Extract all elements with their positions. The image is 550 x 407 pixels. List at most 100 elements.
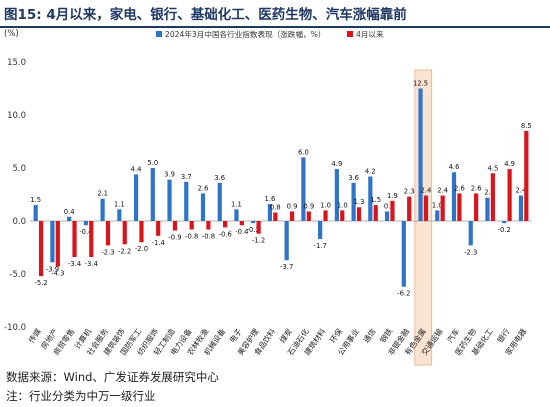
data-label-march: 2. <box>484 189 491 197</box>
bar-chart: (%) 15.0 10.0 5.0 0.0 -5.0 -10.0 2024年3月中国各行业指数… <box>4 29 532 366</box>
bar-march <box>418 88 423 221</box>
data-label-march: 2.4 <box>516 187 527 195</box>
bar-march <box>100 198 105 221</box>
data-label-april: 2.3 <box>404 188 415 196</box>
data-label-march: -2.3 <box>464 248 477 256</box>
bar-april <box>490 173 495 221</box>
data-label-march: 1.5 <box>30 196 41 204</box>
y-tick-label: 10.0 <box>7 111 26 121</box>
y-tick-label: 0.0 <box>12 217 26 227</box>
data-label-march: 5.0 <box>147 159 158 167</box>
data-label-march: -6.2 <box>397 290 410 298</box>
data-label-april: 0.9 <box>287 202 298 210</box>
data-label-april: 8.5 <box>521 122 532 130</box>
legend-label-april: 4月以来 <box>356 30 384 39</box>
data-label-march: 3.6 <box>348 174 359 182</box>
figure-title: 图15: 4月以来，家电、银行、基础化工、医药生物、汽车涨幅靠前 <box>4 7 407 23</box>
category-label: 银行 <box>495 326 512 345</box>
data-label-april: -2.2 <box>118 247 131 255</box>
category-label: 钢铁 <box>378 326 395 345</box>
data-label-march: -3.9 <box>46 265 59 273</box>
bar-april <box>206 221 211 230</box>
data-label-april: 1.3 <box>354 198 365 206</box>
data-label-april: 0.9 <box>303 202 314 210</box>
bar-march <box>435 210 440 221</box>
data-label-april: -0.9 <box>168 234 181 242</box>
bar-march <box>133 174 139 221</box>
bar-march <box>284 221 289 261</box>
bar-april <box>38 221 44 277</box>
bar-march <box>234 209 239 221</box>
data-label-april: -3.4 <box>68 260 81 268</box>
bar-march <box>401 221 406 287</box>
title-bar: 图15: 4月以来，家电、银行、基础化工、医药生物、汽车涨幅靠前 <box>0 0 550 28</box>
y-tick-label: -10.0 <box>4 323 26 333</box>
data-label-april: -2.0 <box>135 245 148 253</box>
bar-april <box>256 221 261 234</box>
bar-march <box>217 182 222 221</box>
bar-april <box>373 205 378 221</box>
bar-april <box>440 195 445 221</box>
data-label-march: 1.6 <box>265 195 276 203</box>
data-label-april: 2.6 <box>454 184 465 192</box>
data-label-march: 4.4 <box>131 165 142 173</box>
y-tick-label: -5.0 <box>9 270 26 280</box>
bar-march <box>117 209 122 221</box>
category-label: 通信 <box>361 326 378 345</box>
bar-april <box>105 221 111 246</box>
data-label-march: -0.2 <box>247 226 260 234</box>
bar-april <box>457 193 462 221</box>
data-label-march: 6.0 <box>298 148 309 156</box>
data-label-march: 12.5 <box>413 80 428 88</box>
bar-march <box>368 176 373 221</box>
legend-swatch-march <box>156 31 162 37</box>
bar-march <box>384 211 390 221</box>
legend-label-march: 2024年3月中国各行业指数表现（涨跌幅，%） <box>165 29 325 39</box>
data-label-april: 1.9 <box>387 192 398 200</box>
bar-march <box>351 182 356 221</box>
data-label-april: 2.6 <box>471 184 482 192</box>
data-label-march: -0.4 <box>79 228 92 236</box>
category-label: 传媒 <box>26 326 43 345</box>
bar-march <box>518 195 524 221</box>
source-note: 数据来源：Wind、广发证券发展研究中心 <box>6 370 219 384</box>
data-label-april: -0.6 <box>219 230 232 238</box>
bar-april <box>390 200 395 221</box>
data-label-april: -0.8 <box>202 232 215 240</box>
bar-april <box>172 221 178 231</box>
bar-march <box>251 221 256 224</box>
data-label-march: 0.4 <box>64 208 75 216</box>
data-label-march: -0.2 <box>498 226 511 234</box>
bar-april <box>122 221 127 245</box>
bar-march <box>485 197 490 221</box>
bar-april <box>507 169 512 221</box>
bar-march <box>150 168 155 221</box>
data-label-april: 1.0 <box>337 201 348 209</box>
bar-april <box>323 210 328 221</box>
bar-april <box>289 211 295 221</box>
data-label-march: 1.1 <box>114 200 125 208</box>
bar-march <box>200 193 206 221</box>
data-label-march: -3.7 <box>280 263 293 271</box>
bar-march <box>318 221 323 240</box>
data-label-march: 3.9 <box>164 171 175 179</box>
bar-april <box>407 196 412 221</box>
bar-march <box>301 157 306 221</box>
data-label-march: 1.1 <box>231 200 242 208</box>
data-label-april: 4.5 <box>487 164 498 172</box>
bar-april <box>239 221 244 226</box>
bar-april <box>423 195 429 221</box>
bar-april <box>474 193 479 221</box>
data-label-april: 4.9 <box>504 160 515 168</box>
data-label-april: -1.4 <box>152 239 165 247</box>
data-label-march: 4.9 <box>331 160 342 168</box>
bar-april <box>189 221 194 230</box>
data-label-march: 2.6 <box>198 184 209 192</box>
category-label: 煤炭 <box>277 326 294 345</box>
data-label-april: 2.4 <box>421 187 432 195</box>
bar-march <box>502 221 507 224</box>
data-label-march: 0. <box>384 202 391 210</box>
data-label-april: -1.2 <box>252 237 265 245</box>
bar-march <box>267 204 273 221</box>
bar-april <box>223 221 228 228</box>
